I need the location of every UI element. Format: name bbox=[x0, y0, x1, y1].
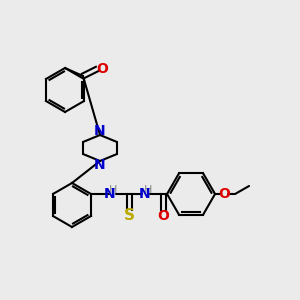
Text: N: N bbox=[104, 187, 116, 201]
Text: H: H bbox=[144, 185, 152, 195]
Text: O: O bbox=[157, 209, 169, 223]
Text: N: N bbox=[94, 124, 106, 138]
Text: O: O bbox=[96, 62, 108, 76]
Text: H: H bbox=[109, 185, 117, 195]
Text: N: N bbox=[139, 187, 151, 201]
Text: S: S bbox=[124, 208, 135, 224]
Text: O: O bbox=[218, 187, 230, 201]
Text: N: N bbox=[94, 158, 106, 172]
